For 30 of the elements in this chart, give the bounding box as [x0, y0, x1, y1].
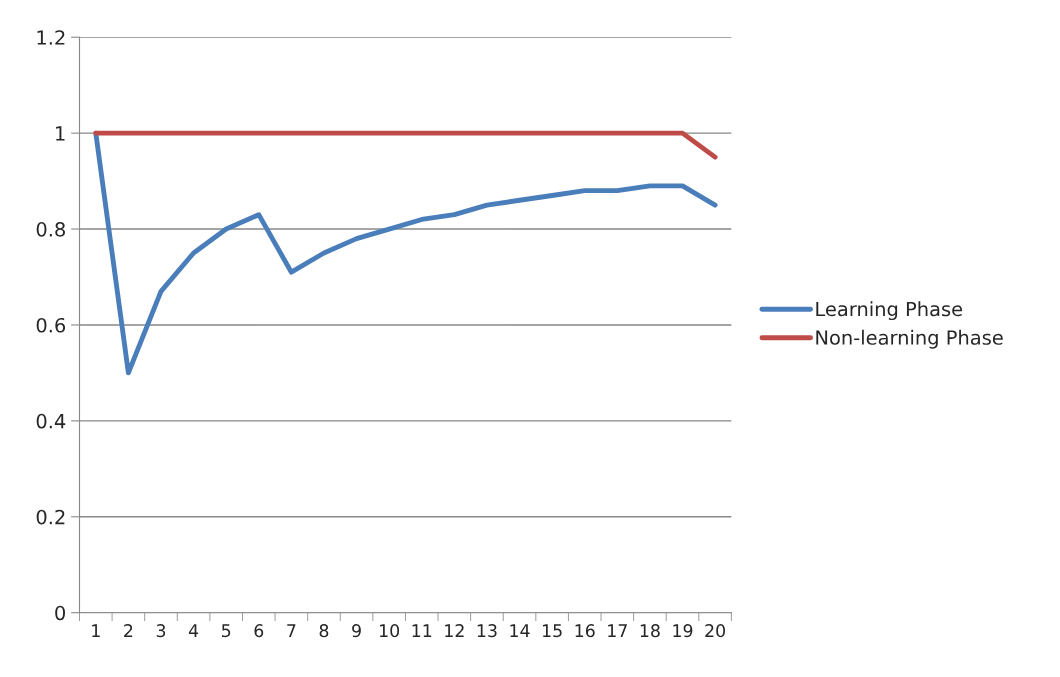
y-tick-label: 1.2	[37, 30, 65, 45]
line-series	[93, 130, 718, 376]
y-tick-label: 0.2	[36, 509, 65, 525]
x-tick-label: 17	[608, 624, 627, 637]
x-tick-label: 1	[92, 624, 100, 637]
x-tick-label: 13	[477, 624, 497, 638]
x-tick-label: 9	[352, 624, 361, 638]
x-tick-label: 19	[673, 624, 693, 638]
x-tick-label: 3	[156, 624, 166, 638]
legend-label: Non-learning Phase	[816, 329, 1003, 349]
x-tick-label: 12	[445, 624, 464, 637]
x-tick-label: 20	[705, 624, 725, 638]
x-tick-label: 14	[510, 624, 530, 637]
x-tick-label: 16	[575, 624, 595, 638]
x-tick-label: 5	[221, 624, 231, 638]
x-tick-label: 7	[287, 624, 296, 637]
y-tick-label: 0	[55, 605, 66, 621]
y-tick-label: 1	[56, 126, 65, 141]
legend-label: Learning Phase	[816, 301, 963, 321]
x-tick-label: 11	[412, 624, 432, 637]
x-tick-label: 10	[380, 624, 400, 638]
y-tick-label: 0.4	[36, 413, 66, 429]
x-tick-label: 18	[640, 624, 660, 638]
x-tick-label: 2	[124, 624, 133, 637]
x-tick-label: 6	[254, 624, 264, 638]
x-tick-label: 15	[542, 624, 562, 638]
x-tick-label: 4	[188, 624, 199, 637]
x-tick-label: 8	[319, 624, 329, 638]
y-tick-label: 0.8	[36, 222, 65, 237]
y-tick-label: 0.6	[36, 317, 66, 333]
